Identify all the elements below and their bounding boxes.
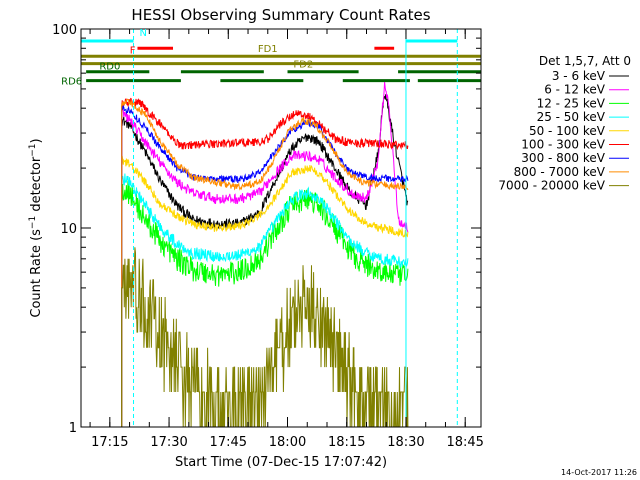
chart-title: HESSI Observing Summary Count Rates [131, 6, 430, 24]
x-tick-label: 17:15 [91, 435, 128, 450]
series-line [121, 247, 409, 428]
y-axis-label-main: Count Rate (s [29, 229, 44, 318]
legend-label: 100 - 300 keV [521, 138, 605, 152]
status-label: RD0 [99, 62, 120, 73]
series-line [121, 104, 409, 427]
x-tick-label: 18:00 [269, 435, 306, 450]
legend-label: 3 - 6 keV [552, 69, 606, 83]
y-tick-label: 1 [69, 421, 77, 436]
y-axis-ticks: 1 10 100 [52, 23, 481, 436]
x-tick-label: 17:45 [210, 435, 247, 450]
y-tick-label: 10 [60, 222, 77, 237]
legend-label: 800 - 7000 keV [514, 165, 606, 179]
series-line [121, 180, 409, 427]
status-label: FD1 [258, 44, 278, 55]
y-tick-label: 100 [52, 23, 77, 38]
y-axis-label-sup1: −1 [28, 216, 38, 229]
x-tick-label: 18:15 [328, 435, 365, 450]
status-label: RD6 [61, 77, 82, 88]
series-line [121, 155, 409, 427]
y-axis-label-tail: detector [29, 156, 44, 216]
plot-series-group [121, 81, 409, 428]
status-label: FD2 [293, 60, 313, 71]
y-axis-label-close: ) [29, 138, 44, 143]
x-axis-ticks: 17:15 17:30 17:45 18:00 18:15 18:30 18:45 [89, 29, 484, 450]
legend-label: 6 - 12 keV [544, 83, 606, 97]
x-axis-label: Start Time (07-Dec-15 17:07:42) [175, 455, 387, 470]
series-line [121, 98, 409, 427]
x-tick-label: 18:45 [446, 435, 483, 450]
legend-label: 25 - 50 keV [537, 110, 606, 124]
status-bars-group [81, 39, 481, 83]
footer-timestamp: 14-Oct-2017 11:26 [561, 468, 637, 477]
legend-title: Det 1,5,7, Att 0 [539, 54, 631, 68]
series-line [121, 97, 409, 427]
x-tick-label: 18:30 [387, 435, 424, 450]
legend-label: 7000 - 20000 keV [498, 179, 605, 193]
y-axis-label-sup2: −1 [28, 143, 38, 156]
plot-frame [80, 28, 482, 428]
legend-label: 12 - 25 keV [537, 96, 606, 110]
status-label: F [130, 45, 136, 56]
x-tick-label: 17:30 [150, 435, 187, 450]
vertical-markers-group [133, 29, 458, 427]
series-line [121, 81, 409, 427]
series-line [121, 173, 409, 427]
status-bar-labels: NF FD1 FD2 RD0 RD6 [61, 28, 313, 88]
status-label: N [139, 28, 146, 39]
y-axis-label: Count Rate (s−1 detector−1) [28, 138, 44, 317]
legend-label: 300 - 800 keV [521, 151, 605, 165]
legend-label: 50 - 100 keV [529, 124, 606, 138]
